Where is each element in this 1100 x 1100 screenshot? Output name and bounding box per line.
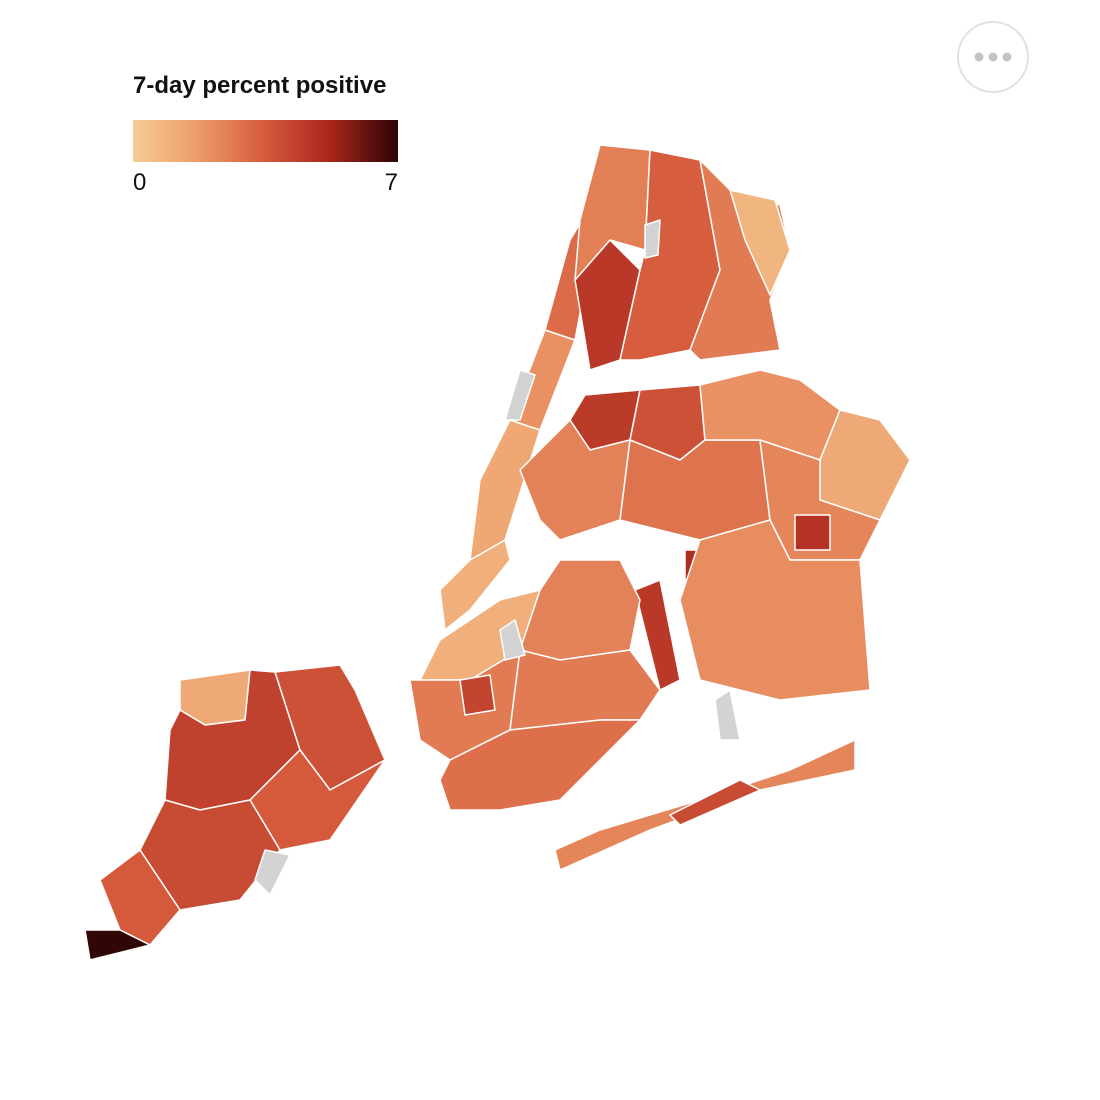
region <box>439 719 641 811</box>
region <box>794 514 831 551</box>
menu-dot[interactable] <box>974 52 984 62</box>
regions <box>84 144 911 961</box>
menu-dot[interactable] <box>988 52 998 62</box>
legend-max-label: 7 <box>385 169 398 196</box>
legend-min-label: 0 <box>133 169 146 196</box>
region-no-data <box>499 619 526 661</box>
menu-button[interactable] <box>957 21 1029 93</box>
region <box>84 929 151 961</box>
legend-title: 7-day percent positive <box>133 72 386 99</box>
region <box>819 409 911 521</box>
region <box>679 519 871 701</box>
legend-gradient <box>133 120 398 162</box>
region <box>619 439 771 541</box>
region-no-data <box>254 849 291 896</box>
region <box>729 189 791 296</box>
region-no-data <box>714 689 741 741</box>
region <box>459 674 496 716</box>
region <box>634 579 681 691</box>
region <box>519 559 641 661</box>
region <box>509 649 661 731</box>
region-no-data <box>504 369 536 421</box>
region <box>669 779 761 826</box>
menu-dot[interactable] <box>1002 52 1012 62</box>
region-no-data <box>644 219 661 259</box>
